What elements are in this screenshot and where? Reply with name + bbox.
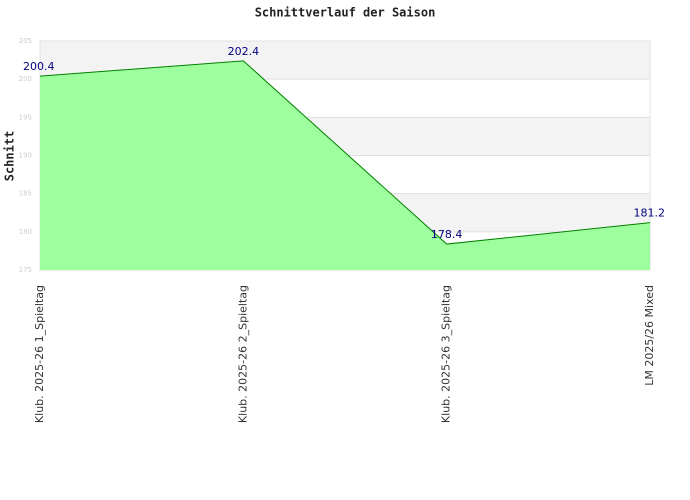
data-label: 178.4 (431, 228, 463, 241)
x-tick-label: LM 2025/26 Mixed (643, 285, 656, 386)
y-tick-label: 200 (19, 75, 32, 83)
x-tick-label: Klub. 2025-26 3_Spieltag (440, 285, 453, 423)
y-axis-label: Schnitt (3, 131, 17, 182)
data-label: 202.4 (228, 45, 260, 58)
y-tick-label: 185 (19, 190, 32, 198)
y-tick-label: 175 (19, 266, 32, 274)
data-label: 200.4 (23, 60, 55, 73)
area (40, 60, 650, 271)
chart-title: Schnittverlauf der Saison (255, 6, 436, 20)
data-label: 181.2 (634, 207, 666, 220)
x-tick-label: Klub. 2025-26 1_Spieltag (33, 285, 46, 423)
y-tick-label: 190 (19, 152, 32, 160)
x-tick-label: Klub. 2025-26 2_Spieltag (236, 285, 249, 423)
line (39, 60, 651, 245)
y-tick-label: 205 (19, 37, 32, 45)
y-tick-label: 195 (19, 113, 32, 121)
y-tick-label: 180 (19, 228, 32, 236)
